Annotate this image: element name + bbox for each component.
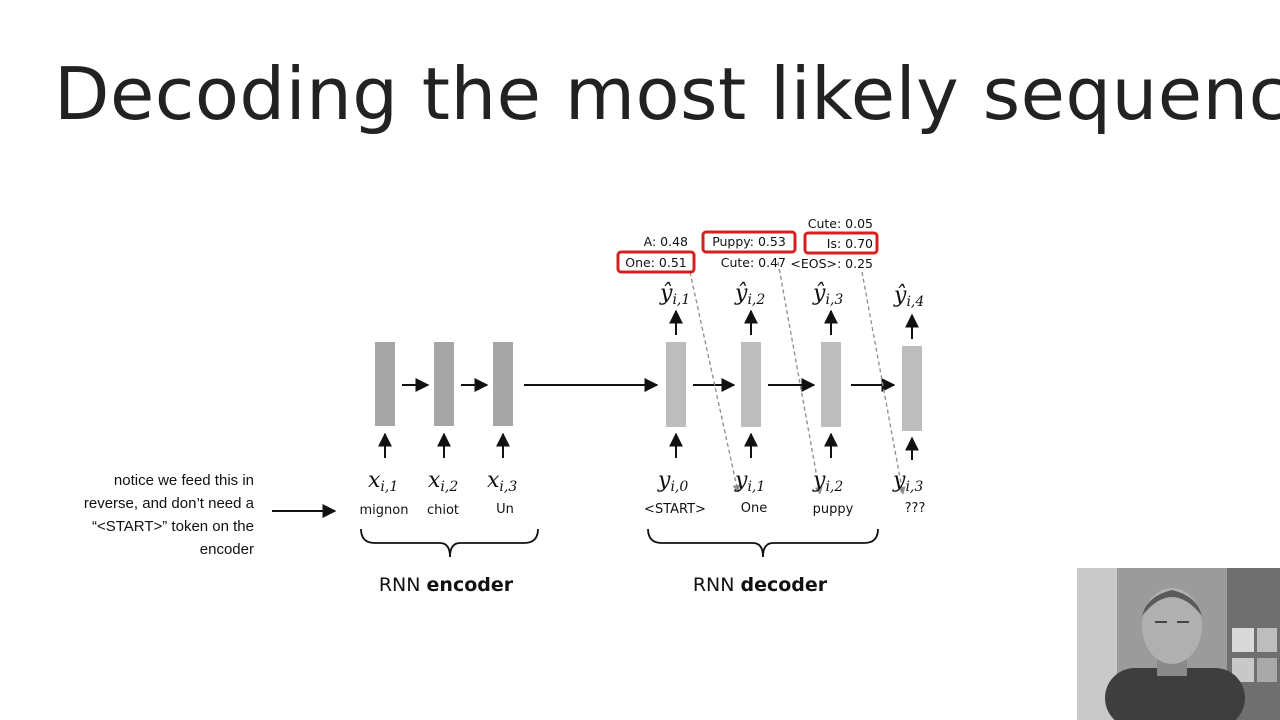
encoder-cell-3 xyxy=(493,342,513,426)
dec-input-word-3: puppy xyxy=(813,502,854,517)
dec-input-var-3: yi,2 xyxy=(812,468,843,495)
dec-input-var-1: yi,0 xyxy=(657,468,688,495)
candidate-cute-1: Cute: 0.47 xyxy=(721,255,786,270)
decoder-cell-4 xyxy=(902,346,922,431)
enc-input-word-1: mignon xyxy=(360,503,409,518)
candidate-one: One: 0.51 xyxy=(625,255,686,270)
candidate-eos: <EOS>: 0.25 xyxy=(790,256,873,271)
candidate-highlight-puppy xyxy=(701,230,797,254)
encoder-brace xyxy=(360,528,539,558)
dec-input-word-4: ??? xyxy=(905,501,926,516)
feedback-arrow-3 xyxy=(861,271,906,495)
decoder-cell-3 xyxy=(821,342,841,427)
enc-input-word-2: chiot xyxy=(427,503,459,518)
encoder-cell-1 xyxy=(375,342,395,426)
dec-input-var-2: yi,1 xyxy=(734,468,765,495)
dec-output-var-2: ŷi,2 xyxy=(734,281,765,308)
decoder-cell-1 xyxy=(666,342,686,427)
reverse-input-note: notice we feed this in reverse, and don’… xyxy=(83,472,254,558)
dec-output-var-1: ŷi,1 xyxy=(659,281,690,308)
dec-output-var-3: ŷi,3 xyxy=(812,281,843,308)
decoder-label: RNN decoder xyxy=(693,574,828,596)
decoder-cell-2 xyxy=(741,342,761,427)
dec-input-word-1: <START> xyxy=(644,502,706,517)
candidate-a: A: 0.48 xyxy=(644,234,688,249)
candidate-is: Is: 0.70 xyxy=(827,236,873,251)
enc-input-var-1: xi,1 xyxy=(368,468,398,495)
dec-input-var-4: yi,3 xyxy=(892,468,923,495)
feedback-arrow-2 xyxy=(777,261,823,495)
feedback-arrow-1 xyxy=(689,271,741,493)
encoder-cell-2 xyxy=(434,342,454,426)
dec-output-var-4: ŷi,4 xyxy=(893,283,924,310)
presenter-webcam xyxy=(1077,568,1280,720)
candidate-highlight-one xyxy=(616,250,696,274)
candidate-cute-2: Cute: 0.05 xyxy=(808,216,873,231)
enc-input-var-3: xi,3 xyxy=(487,468,517,495)
encoder-label: RNN encoder xyxy=(379,574,514,596)
presenter-webcam-image xyxy=(1077,568,1280,720)
enc-input-word-3: Un xyxy=(496,502,514,517)
dec-input-word-2: One xyxy=(741,501,767,516)
decoder-brace xyxy=(647,528,879,558)
slide-title: Decoding the most likely sequence xyxy=(54,52,1280,136)
candidate-highlight-is xyxy=(803,231,879,255)
enc-input-var-2: xi,2 xyxy=(428,468,458,495)
candidate-puppy: Puppy: 0.53 xyxy=(712,234,786,249)
